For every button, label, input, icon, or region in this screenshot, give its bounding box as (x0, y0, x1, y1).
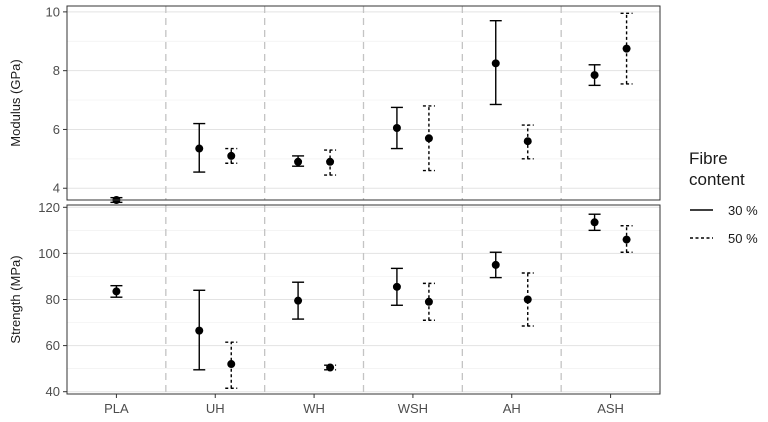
data-point (590, 218, 599, 227)
x-tick-label: WH (303, 401, 325, 416)
data-point (112, 287, 121, 296)
data-point (523, 295, 532, 304)
errorbar-wsh (422, 105, 435, 172)
errorbar-wh (324, 363, 337, 372)
y-axis-title: Strength (MPa) (8, 255, 23, 343)
series-30 (110, 19, 601, 204)
panels: 4 6 8 10 Modulus (GPa) 40 60 80 100 120 Strength (… (8, 4, 661, 399)
errorbar-uh (193, 289, 206, 371)
errorbar-ash (620, 12, 633, 85)
errorbar-ah (489, 19, 502, 106)
x-axis-ticks: PLA UH WH WSH AH ASH (104, 394, 624, 416)
y-tick-label: 4 (53, 181, 60, 196)
y-tick-label: 100 (38, 246, 60, 261)
y-tick-label: 120 (38, 200, 60, 215)
legend-title: Fibre (689, 149, 728, 168)
data-point (491, 260, 500, 269)
data-point (590, 71, 599, 80)
y-tick-label: 60 (46, 338, 60, 353)
errorbar-ah (521, 124, 534, 160)
data-point (195, 144, 204, 153)
errorbar-ash (620, 225, 633, 253)
x-tick-label: UH (206, 401, 225, 416)
data-point (227, 151, 236, 160)
data-point (392, 282, 401, 291)
errorbar-ah (489, 251, 502, 279)
errorbar-ah (521, 272, 534, 327)
panel-border (66, 204, 661, 395)
panel-border (66, 5, 661, 201)
x-tick-label: WSH (398, 401, 428, 416)
data-point (523, 137, 532, 146)
errorbar-wh (292, 281, 305, 320)
errorbar-ash (588, 213, 601, 232)
data-point (227, 360, 236, 369)
data-point (491, 59, 500, 68)
errorbar-wh (292, 155, 305, 167)
errorbar-wh (324, 149, 337, 176)
y-tick-label: 10 (46, 4, 60, 19)
errorbar-uh (225, 341, 238, 389)
data-point (195, 326, 204, 335)
errorbar-wsh (390, 106, 403, 150)
series-30 (110, 213, 601, 371)
data-point (424, 297, 433, 306)
data-point (622, 235, 631, 244)
errorbar-wsh (390, 267, 403, 306)
series-50 (225, 225, 633, 389)
legend-title: content (689, 170, 745, 189)
errorbar-uh (225, 147, 238, 164)
errorbar-uh (193, 122, 206, 173)
x-tick-label: PLA (104, 401, 129, 416)
data-point (392, 123, 401, 132)
legend-label: 50 % (728, 231, 758, 246)
y-tick-label: 6 (53, 122, 60, 137)
data-point (622, 44, 631, 53)
errorbar-ash (588, 64, 601, 87)
y-tick-label: 40 (46, 384, 60, 399)
series-50 (225, 12, 633, 176)
legend: Fibre content 30 % 50 % (689, 149, 758, 246)
data-point (294, 157, 303, 166)
legend-label: 30 % (728, 203, 758, 218)
y-tick-label: 80 (46, 292, 60, 307)
data-point (326, 363, 335, 372)
data-point (294, 296, 303, 305)
panel-strength: 40 60 80 100 120 Strength (MPa) (8, 200, 661, 399)
errorbar-pla (110, 284, 123, 298)
errorbar-wsh (422, 282, 435, 321)
x-tick-label: AH (503, 401, 521, 416)
data-point (424, 134, 433, 143)
data-point (326, 157, 335, 166)
panel-modulus: 4 6 8 10 Modulus (GPa) (8, 4, 661, 204)
y-axis-title: Modulus (GPa) (8, 59, 23, 146)
y-tick-label: 8 (53, 63, 60, 78)
x-tick-label: ASH (597, 401, 624, 416)
